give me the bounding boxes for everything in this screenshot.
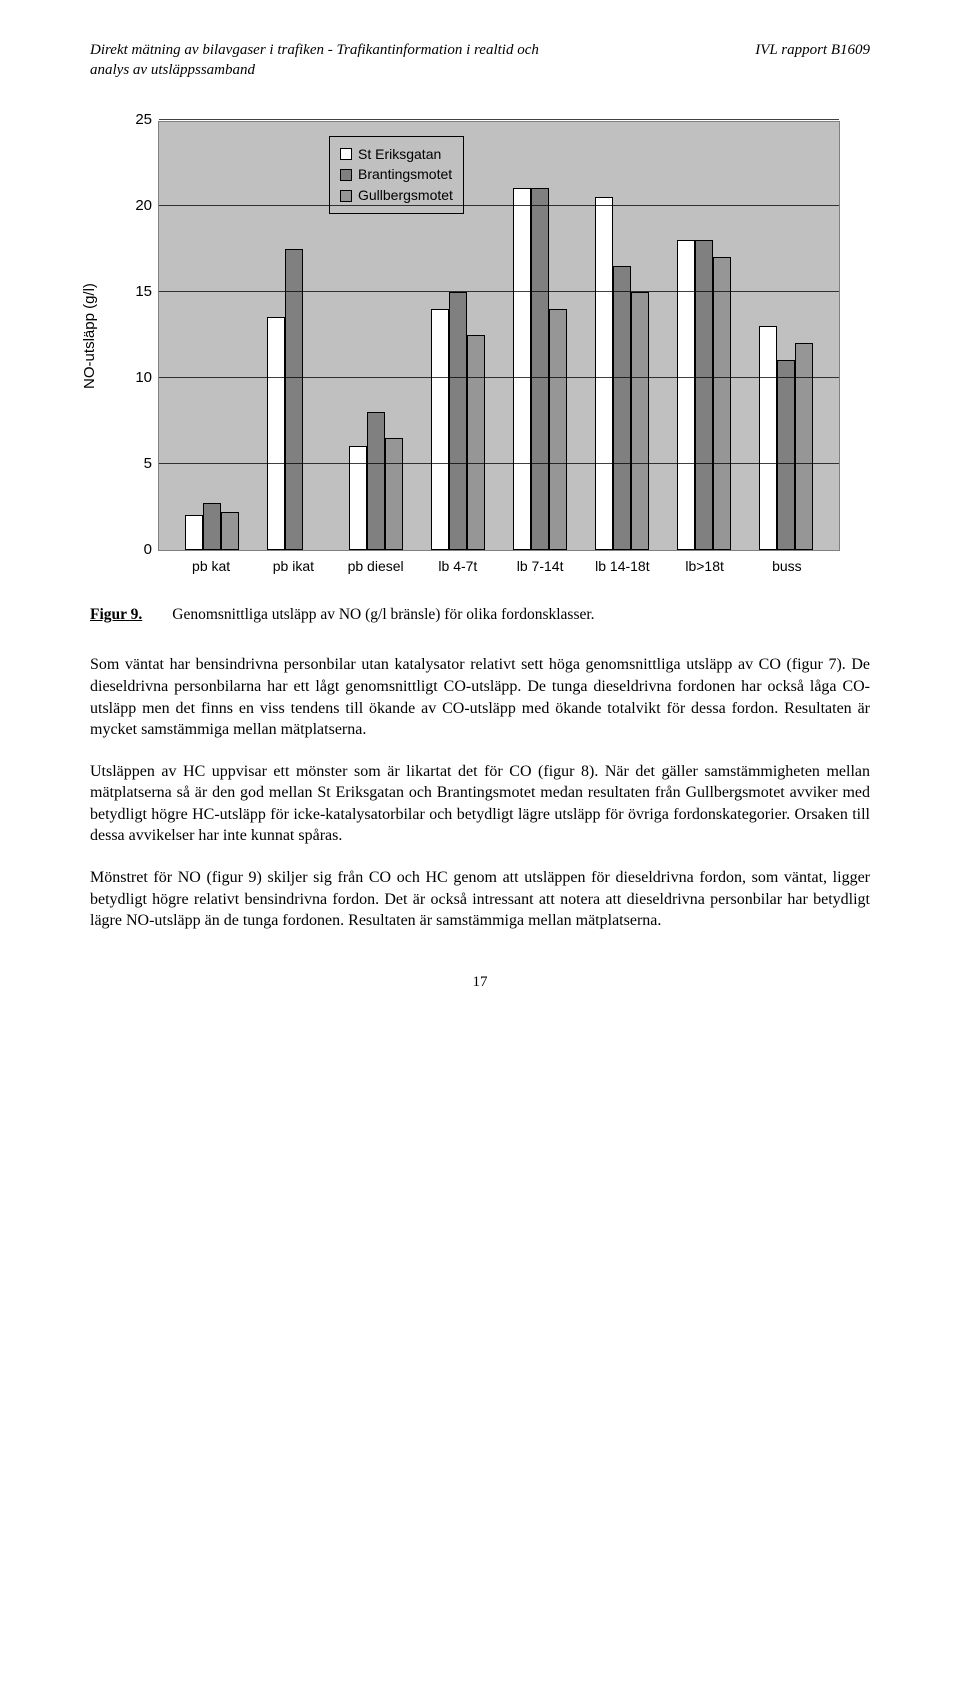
bar <box>467 335 485 550</box>
header-title-left: Direkt mätning av bilavgaser i trafiken … <box>90 40 558 81</box>
bar-group <box>267 249 321 550</box>
body-paragraph: Mönstret för NO (figur 9) skiljer sig fr… <box>90 867 870 932</box>
bar-group <box>431 292 485 550</box>
bar <box>267 317 285 549</box>
body-paragraph: Som väntat har bensindrivna personbilar … <box>90 654 870 740</box>
y-axis: 0510152025 <box>120 121 158 551</box>
bar <box>695 240 713 550</box>
page-header: Direkt mätning av bilavgaser i trafiken … <box>90 40 870 81</box>
bar <box>631 292 649 550</box>
bar-group <box>349 412 403 550</box>
bar <box>203 503 221 549</box>
ytick-label: 5 <box>144 454 152 474</box>
xtick-label: lb 7-14t <box>499 557 581 576</box>
plot-region: St EriksgatanBrantingsmotetGullbergsmote… <box>158 121 840 551</box>
xtick-label: pb ikat <box>252 557 334 576</box>
bar <box>549 309 567 550</box>
x-axis: pb katpb ikatpb diesellb 4-7tlb 7-14tlb … <box>158 551 840 576</box>
header-report-id: IVL rapport B1609 <box>755 40 870 81</box>
xtick-label: buss <box>746 557 828 576</box>
page-number: 17 <box>90 972 870 992</box>
bar-group <box>185 503 239 549</box>
bar <box>613 266 631 550</box>
xtick-label: lb 14-18t <box>581 557 663 576</box>
ytick-label: 10 <box>135 368 152 388</box>
chart-plot-area: NO-utsläpp (g/l) 0510152025 St Eriksgata… <box>120 121 840 551</box>
bar <box>777 360 795 549</box>
bar <box>285 249 303 550</box>
ytick-label: 25 <box>135 110 152 130</box>
ytick-label: 20 <box>135 196 152 216</box>
bar <box>595 197 613 550</box>
ytick-label: 0 <box>144 540 152 560</box>
bar <box>677 240 695 550</box>
bar <box>431 309 449 550</box>
xtick-label: pb kat <box>170 557 252 576</box>
body-paragraph: Utsläppen av HC uppvisar ett mönster som… <box>90 761 870 847</box>
xtick-label: lb>18t <box>664 557 746 576</box>
bar-group <box>677 240 731 550</box>
figure-caption-text: Genomsnittliga utsläpp av NO (g/l bränsl… <box>172 605 594 626</box>
ytick-label: 15 <box>135 282 152 302</box>
bar-group <box>513 188 567 549</box>
bar <box>513 188 531 549</box>
bar <box>795 343 813 549</box>
bar <box>713 257 731 549</box>
figure-number: Figur 9. <box>90 605 142 626</box>
bar <box>449 292 467 550</box>
xtick-label: lb 4-7t <box>417 557 499 576</box>
y-axis-label: NO-utsläpp (g/l) <box>80 283 100 389</box>
bar <box>367 412 385 550</box>
bar <box>385 438 403 550</box>
bar <box>759 326 777 550</box>
bar <box>185 515 203 549</box>
xtick-label: pb diesel <box>335 557 417 576</box>
bar <box>531 188 549 549</box>
bar <box>221 512 239 550</box>
bar-group <box>595 197 649 550</box>
figure-caption: Figur 9. Genomsnittliga utsläpp av NO (g… <box>90 605 870 626</box>
bar-group <box>759 326 813 550</box>
no-emissions-chart: NO-utsläpp (g/l) 0510152025 St Eriksgata… <box>120 121 840 576</box>
bar-groups <box>159 122 839 550</box>
body-text: Som väntat har bensindrivna personbilar … <box>90 654 870 932</box>
